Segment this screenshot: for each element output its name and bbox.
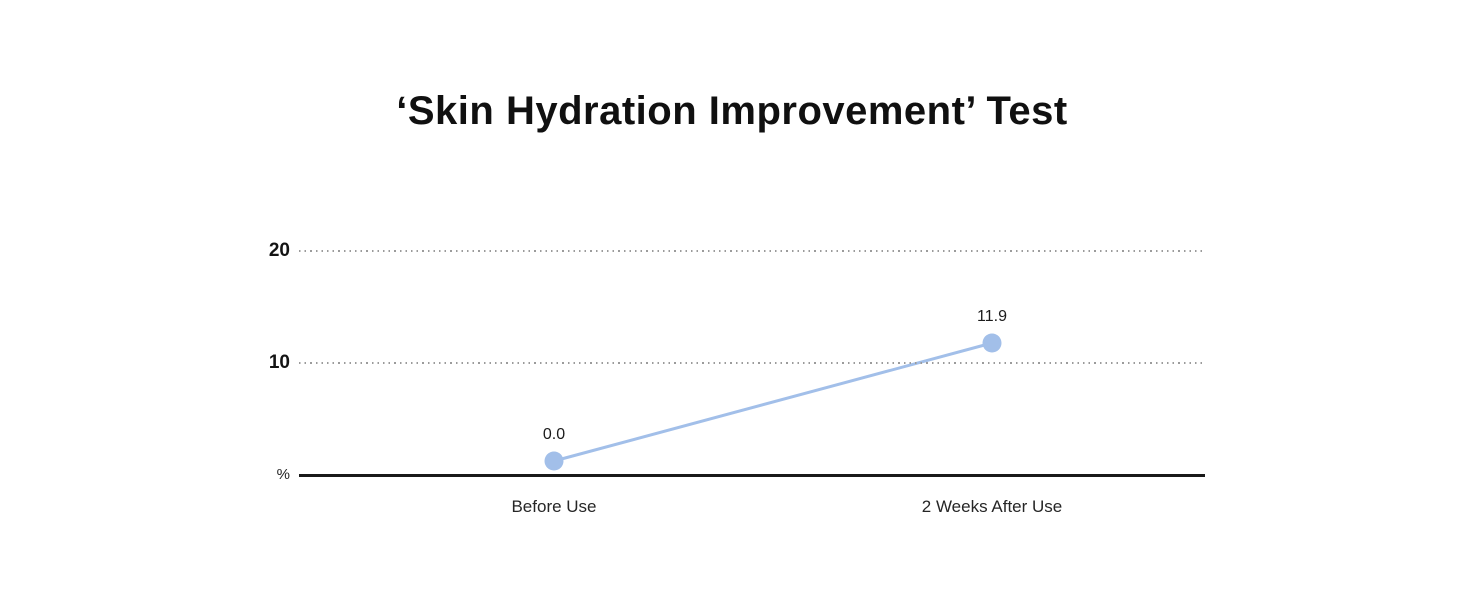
y-axis-unit-label: % bbox=[276, 466, 290, 483]
gridline bbox=[299, 250, 1205, 252]
data-line bbox=[552, 341, 994, 463]
y-tick-label: 10 bbox=[268, 352, 290, 373]
y-tick-label: 20 bbox=[268, 240, 290, 261]
x-axis-line bbox=[299, 474, 1205, 477]
data-point-marker bbox=[544, 451, 564, 471]
data-point-label: 0.0 bbox=[542, 426, 566, 443]
chart-title: ‘Skin Hydration Improvement’ Test bbox=[396, 89, 1068, 133]
data-point-label: 11.9 bbox=[977, 307, 1007, 325]
x-category-label: 2 Weeks After Use bbox=[921, 497, 1063, 516]
gridline bbox=[299, 362, 1205, 364]
data-point-marker bbox=[982, 333, 1002, 353]
x-category-label: Before Use bbox=[511, 497, 597, 516]
